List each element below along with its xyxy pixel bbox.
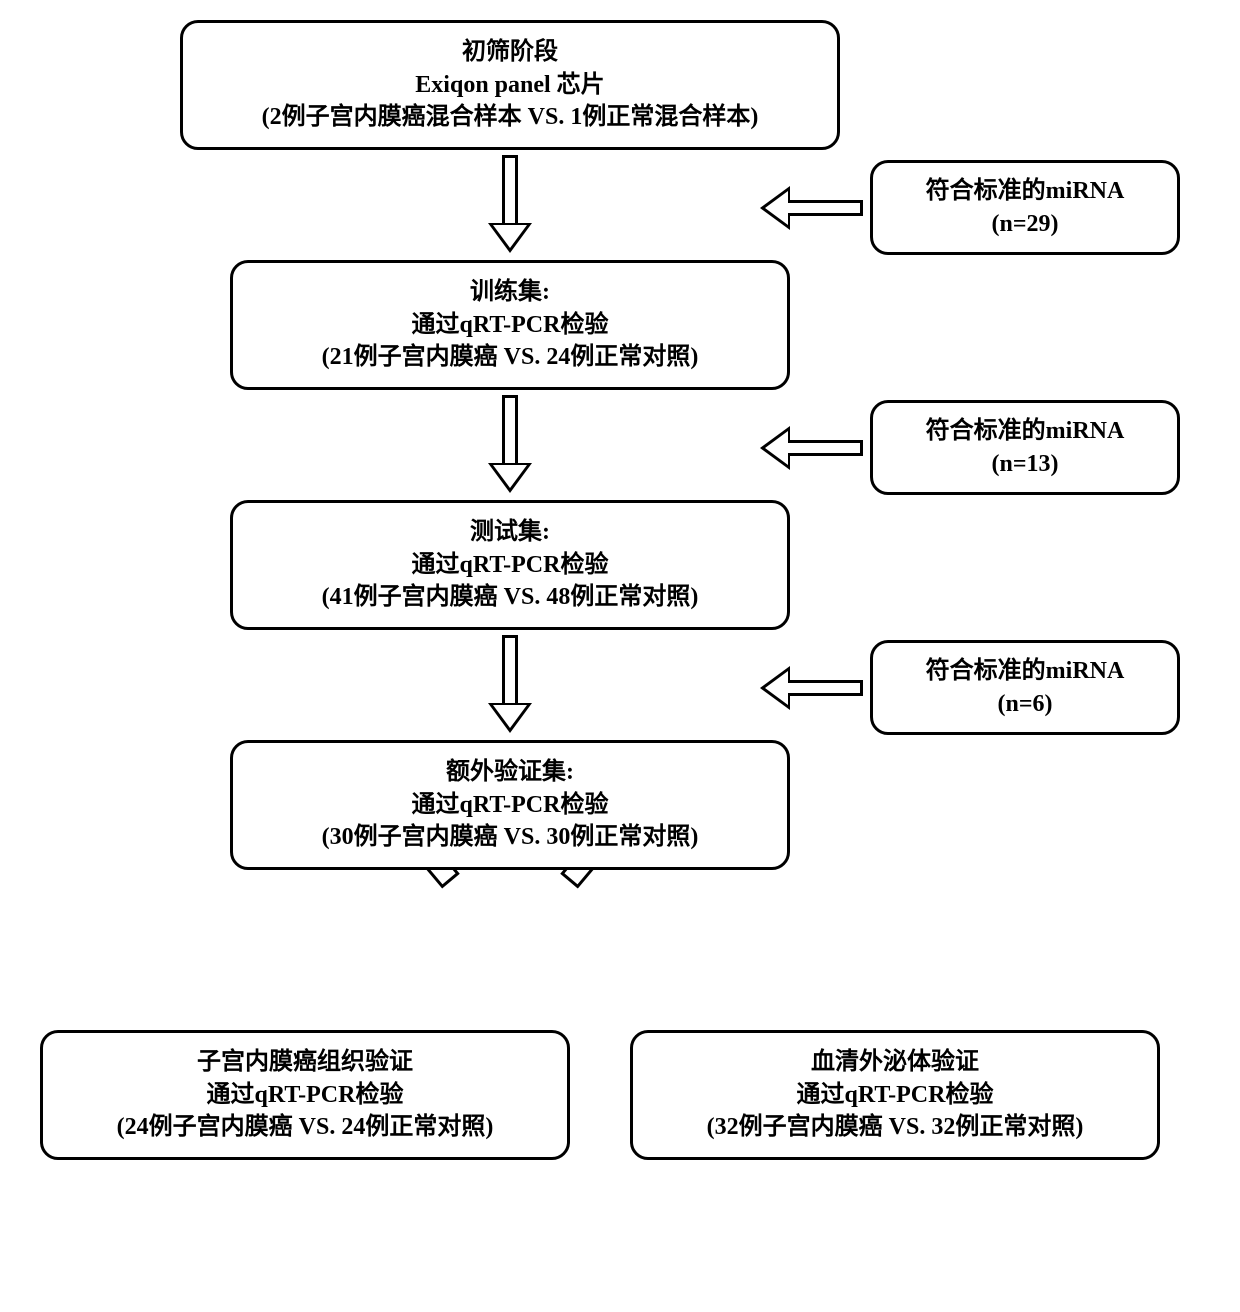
text-line: 通过qRT-PCR检验 (412, 549, 609, 581)
text-line: 血清外泌体验证 (811, 1046, 979, 1078)
text-line: (41例子宫内膜癌 VS. 48例正常对照) (322, 581, 699, 613)
text-line: (30例子宫内膜癌 VS. 30例正常对照) (322, 821, 699, 853)
box-tissue: 子宫内膜癌组织验证 通过qRT-PCR检验 (24例子宫内膜癌 VS. 24例正… (40, 1030, 570, 1160)
arrow-left-icon (760, 428, 870, 468)
text-line: (32例子宫内膜癌 VS. 32例正常对照) (707, 1111, 1084, 1143)
arrow-left-icon (760, 188, 870, 228)
text-line: 初筛阶段 (462, 36, 558, 68)
box-mirna29: 符合标准的miRNA (n=29) (870, 160, 1180, 255)
box-mirna13: 符合标准的miRNA (n=13) (870, 400, 1180, 495)
text-line: 符合标准的miRNA (926, 415, 1125, 447)
text-line: 通过qRT-PCR检验 (207, 1079, 404, 1111)
arrow-down-icon (490, 635, 530, 735)
text-line: 符合标准的miRNA (926, 655, 1125, 687)
arrow-diag-left-icon (280, 870, 480, 1040)
box-screening: 初筛阶段 Exiqon panel 芯片 (2例子宫内膜癌混合样本 VS. 1例… (180, 20, 840, 150)
box-validation: 额外验证集: 通过qRT-PCR检验 (30例子宫内膜癌 VS. 30例正常对照… (230, 740, 790, 870)
text-line: (2例子宫内膜癌混合样本 VS. 1例正常混合样本) (262, 101, 759, 133)
arrow-left-icon (760, 668, 870, 708)
text-line: 符合标准的miRNA (926, 175, 1125, 207)
text-line: 通过qRT-PCR检验 (412, 789, 609, 821)
text-line: 通过qRT-PCR检验 (797, 1079, 994, 1111)
box-training: 训练集: 通过qRT-PCR检验 (21例子宫内膜癌 VS. 24例正常对照) (230, 260, 790, 390)
text-line: (n=6) (997, 688, 1052, 720)
text-line: (24例子宫内膜癌 VS. 24例正常对照) (117, 1111, 494, 1143)
arrow-down-icon (490, 395, 530, 495)
text-line: 通过qRT-PCR检验 (412, 309, 609, 341)
arrow-diag-right-icon (540, 870, 740, 1040)
text-line: 训练集: (470, 276, 550, 308)
text-line: Exiqon panel 芯片 (415, 69, 604, 101)
text-line: 测试集: (470, 516, 550, 548)
text-line: 额外验证集: (446, 756, 574, 788)
flowchart-root: 初筛阶段 Exiqon panel 芯片 (2例子宫内膜癌混合样本 VS. 1例… (20, 20, 1220, 1292)
arrow-down-icon (490, 155, 530, 255)
box-mirna6: 符合标准的miRNA (n=6) (870, 640, 1180, 735)
text-line: (n=29) (991, 208, 1058, 240)
box-exosome: 血清外泌体验证 通过qRT-PCR检验 (32例子宫内膜癌 VS. 32例正常对… (630, 1030, 1160, 1160)
box-testing: 测试集: 通过qRT-PCR检验 (41例子宫内膜癌 VS. 48例正常对照) (230, 500, 790, 630)
text-line: 子宫内膜癌组织验证 (197, 1046, 413, 1078)
text-line: (21例子宫内膜癌 VS. 24例正常对照) (322, 341, 699, 373)
text-line: (n=13) (991, 448, 1058, 480)
